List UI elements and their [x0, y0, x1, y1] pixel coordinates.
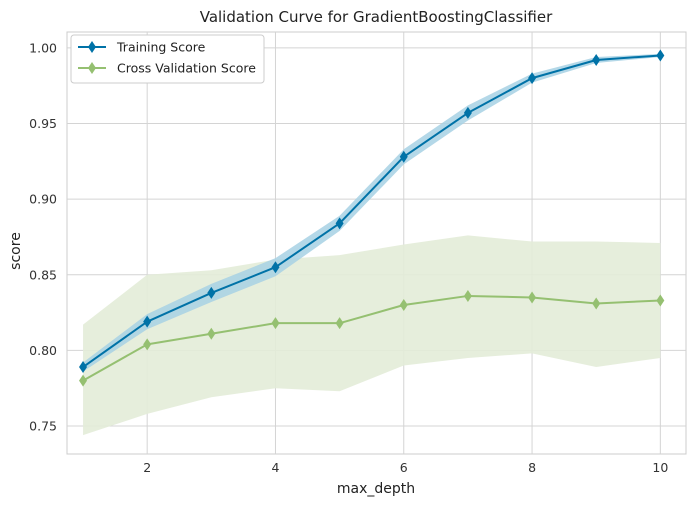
- x-tick-label: 6: [400, 460, 408, 475]
- x-tick-label: 10: [652, 460, 668, 475]
- x-tick-label: 2: [143, 460, 151, 475]
- cv-score-point: [207, 327, 216, 340]
- plot-area: [66, 31, 687, 455]
- x-tick-label: 4: [271, 460, 279, 475]
- legend: Training Score Cross Validation Score: [70, 34, 265, 84]
- chart-title: Validation Curve for GradientBoostingCla…: [200, 8, 553, 26]
- y-axis-ticks: 0.75 0.80 0.85 0.90 0.95 1.00: [29, 40, 57, 433]
- cv-score-point: [656, 294, 665, 307]
- training-score-point: [207, 286, 216, 299]
- confidence-bands: [83, 53, 661, 436]
- x-axis-title: max_depth: [337, 481, 415, 497]
- cv-score-line: [82, 294, 661, 382]
- training-score-point: [271, 261, 280, 274]
- cv-score-point: [271, 317, 280, 330]
- legend-training-marker-icon: [88, 41, 96, 53]
- training-score-point: [79, 361, 88, 374]
- training-score-point: [656, 49, 665, 62]
- cv-score-point: [463, 289, 472, 302]
- cv-score-point: [335, 317, 344, 330]
- y-axis-title: score: [8, 232, 24, 270]
- y-tick-label: 1.00: [29, 40, 57, 55]
- legend-training-label: Training Score: [116, 40, 206, 55]
- cv-score-point: [399, 299, 408, 312]
- training-score-point: [335, 217, 344, 230]
- x-tick-label: 8: [528, 460, 536, 475]
- training-score-line: [82, 54, 661, 368]
- cv-score-point: [143, 338, 152, 351]
- training-score-point: [592, 53, 601, 66]
- training-score-point: [399, 150, 408, 163]
- series-lines: [82, 54, 661, 382]
- y-tick-label: 0.85: [29, 267, 57, 282]
- cv-score-point: [592, 297, 601, 310]
- training-score-point: [528, 72, 537, 85]
- cv-score-point: [528, 291, 537, 304]
- cv-score-point: [79, 374, 88, 387]
- x-axis-ticks: 2 4 6 8 10: [143, 460, 668, 475]
- y-tick-label: 0.95: [29, 116, 57, 131]
- training-score-band: [83, 53, 661, 372]
- legend-item-cross-validation: Cross Validation Score: [78, 61, 256, 76]
- legend-cv-label: Cross Validation Score: [117, 61, 256, 76]
- legend-cv-marker-icon: [88, 62, 96, 74]
- training-score-point: [143, 315, 152, 328]
- training-score-point: [463, 106, 472, 119]
- legend-box: [70, 34, 265, 84]
- y-tick-label: 0.90: [29, 192, 57, 207]
- y-tick-label: 0.75: [29, 419, 57, 434]
- y-tick-label: 0.80: [29, 343, 57, 358]
- series-markers: [79, 49, 665, 387]
- legend-item-training: Training Score: [78, 40, 206, 55]
